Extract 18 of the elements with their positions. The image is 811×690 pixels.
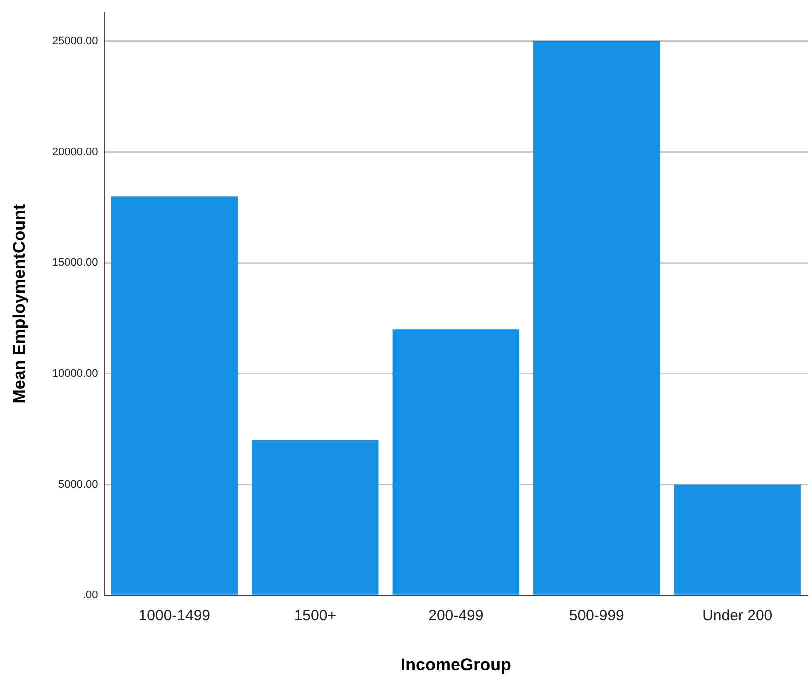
x-axis-title: IncomeGroup	[400, 655, 512, 674]
y-tick-label: 5000.00	[58, 478, 98, 491]
x-tick-label: 500-999	[569, 608, 624, 625]
x-tick-label: 200-499	[428, 608, 484, 625]
y-tick-label: 25000.00	[52, 35, 98, 48]
x-tick-label: 1000-1499	[138, 608, 211, 625]
y-axis-title: Mean EmploymentCount	[10, 204, 29, 404]
y-tick-label: .00	[82, 590, 98, 602]
x-tick-label: Under 200	[702, 608, 773, 625]
y-tick-label: 20000.00	[52, 146, 98, 158]
y-tick-label: 10000.00	[52, 368, 98, 380]
x-tick-label: 1500+	[294, 608, 337, 625]
bar	[392, 330, 520, 595]
bar	[111, 196, 238, 595]
bar	[674, 484, 801, 595]
bar	[534, 41, 660, 595]
bar	[252, 440, 379, 595]
y-tick-label: 15000.00	[52, 257, 98, 270]
